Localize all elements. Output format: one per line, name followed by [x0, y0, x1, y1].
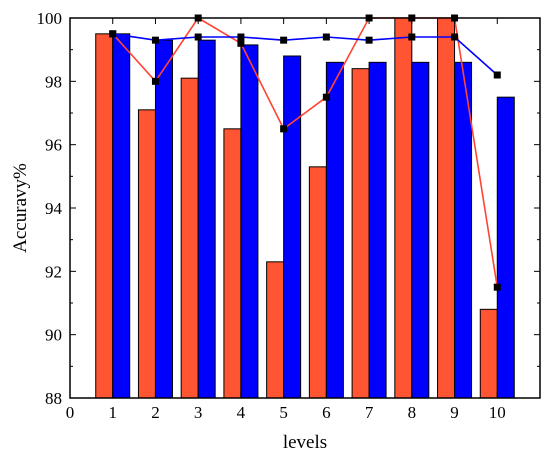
x-tick-label: 4 — [237, 403, 246, 422]
y-tick-label: 90 — [45, 326, 62, 345]
bar-series2-level-3 — [197, 39, 216, 399]
y-tick-label: 100 — [37, 9, 63, 28]
bar-series2-level-6 — [325, 61, 344, 399]
marker-series1-level-6 — [322, 93, 330, 101]
marker-series2-level-7 — [365, 36, 373, 44]
marker-series1-level-4 — [237, 39, 245, 47]
ticks-layer: 0 1 2 3 4 5 6 7 8 9 10 88 90 92 94 96 98 100 — [37, 9, 540, 422]
marker-series2-level-8 — [408, 33, 416, 41]
bar-series2-level-7 — [368, 61, 387, 399]
x-axis-title: levels — [283, 432, 327, 453]
bar-series1-level-10 — [479, 308, 498, 399]
x-tick-label: 9 — [450, 403, 459, 422]
bar-series1-level-2 — [137, 109, 156, 399]
bar-series1-level-9 — [437, 17, 456, 399]
bar-series2-level-2 — [154, 39, 173, 399]
bar-series2-level-4 — [240, 44, 259, 399]
x-tick-label: 6 — [322, 403, 331, 422]
bars-layer — [95, 17, 515, 399]
line-series2 — [112, 33, 498, 76]
y-tick-label: 94 — [45, 199, 63, 218]
x-tick-label: 5 — [279, 403, 288, 422]
marker-series1-level-2 — [151, 77, 159, 85]
x-tick-label: 7 — [365, 403, 374, 422]
marker-series2-level-3 — [194, 33, 202, 41]
y-tick-label: 98 — [45, 72, 62, 91]
bar-series1-level-8 — [394, 17, 413, 399]
bar-series1-level-7 — [351, 68, 370, 399]
bar-series1-level-3 — [180, 77, 199, 399]
y-tick-label: 96 — [45, 136, 62, 155]
x-tick-label: 8 — [408, 403, 417, 422]
bar-series1-level-6 — [308, 166, 327, 399]
y-tick-label: 88 — [45, 389, 62, 408]
y-tick-label: 92 — [45, 262, 62, 281]
y-axis-title: Accuravy% — [10, 163, 31, 253]
marker-series2-level-5 — [280, 36, 288, 44]
bar-series1-level-5 — [266, 261, 285, 399]
marker-series1-level-5 — [280, 125, 288, 133]
x-tick-label: 1 — [108, 403, 117, 422]
marker-series1-level-10 — [493, 283, 501, 291]
bar-series2-level-8 — [411, 61, 430, 399]
marker-series2-level-2 — [151, 36, 159, 44]
bar-series2-level-5 — [283, 55, 302, 399]
marker-series2-level-9 — [451, 33, 459, 41]
bar-series1-level-4 — [223, 128, 242, 399]
bar-series2-level-1 — [112, 33, 131, 399]
marker-series2-level-4 — [237, 33, 245, 41]
bar-series2-level-10 — [496, 96, 515, 399]
x-tick-label: 10 — [489, 403, 506, 422]
marker-series2-level-6 — [322, 33, 330, 41]
x-tick-label: 0 — [66, 403, 75, 422]
bar-series1-level-1 — [95, 33, 114, 399]
marker-series2-level-10 — [493, 71, 501, 79]
x-tick-label: 2 — [151, 403, 160, 422]
x-tick-label: 3 — [194, 403, 203, 422]
marker-series2-level-1 — [109, 30, 117, 38]
